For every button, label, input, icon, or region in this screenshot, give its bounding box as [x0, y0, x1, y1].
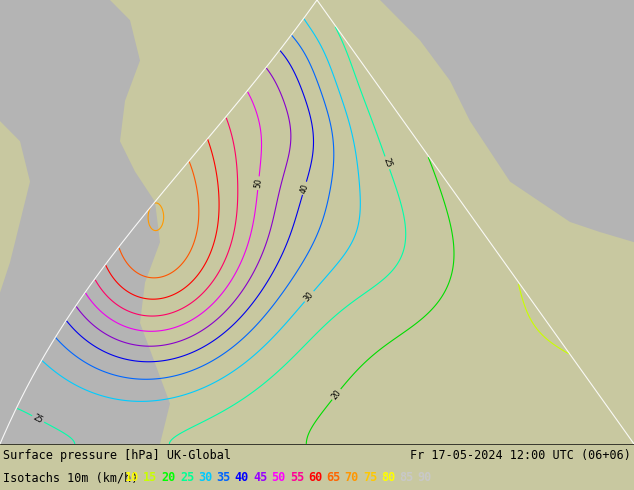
Text: 20: 20: [162, 471, 176, 485]
Text: 25: 25: [382, 157, 393, 169]
Text: 70: 70: [345, 471, 359, 485]
Text: 85: 85: [399, 471, 414, 485]
Text: 75: 75: [363, 471, 377, 485]
Text: 25: 25: [180, 471, 194, 485]
Text: 35: 35: [216, 471, 231, 485]
Text: 25: 25: [32, 413, 44, 425]
Text: 50: 50: [254, 178, 263, 189]
Text: 55: 55: [290, 471, 304, 485]
Text: Surface pressure [hPa] UK-Global: Surface pressure [hPa] UK-Global: [3, 449, 231, 463]
Text: 65: 65: [327, 471, 340, 485]
Text: 15: 15: [143, 471, 158, 485]
Polygon shape: [380, 0, 634, 242]
Text: 50: 50: [271, 471, 286, 485]
Text: 90: 90: [418, 471, 432, 485]
Text: 10: 10: [125, 471, 139, 485]
Text: 30: 30: [302, 290, 316, 303]
Text: Fr 17-05-2024 12:00 UTC (06+06): Fr 17-05-2024 12:00 UTC (06+06): [410, 449, 631, 463]
Text: 45: 45: [253, 471, 268, 485]
Text: 80: 80: [381, 471, 396, 485]
Text: Isotachs 10m (km/h): Isotachs 10m (km/h): [3, 471, 145, 485]
Text: 20: 20: [330, 388, 343, 401]
Text: 40: 40: [299, 182, 310, 194]
Polygon shape: [510, 0, 634, 232]
Polygon shape: [0, 0, 170, 444]
Text: 40: 40: [235, 471, 249, 485]
Text: 60: 60: [308, 471, 322, 485]
Text: 30: 30: [198, 471, 212, 485]
